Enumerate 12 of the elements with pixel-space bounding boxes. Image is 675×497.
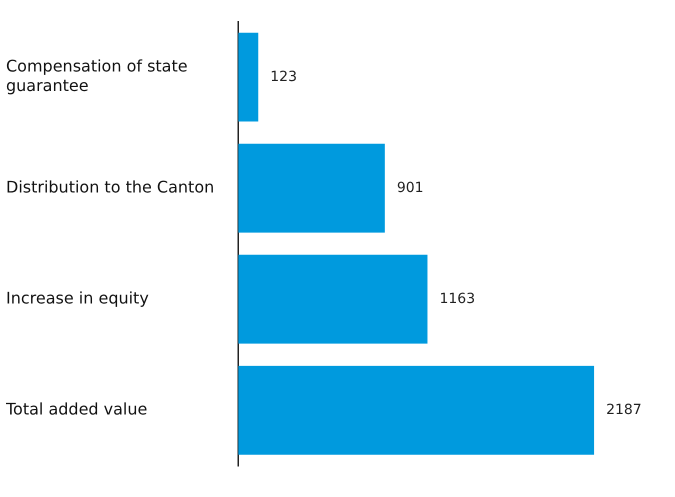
y-tick-label: Distribution to the Canton — [6, 177, 214, 196]
y-tick-label: Total added value — [5, 399, 148, 418]
data-label: 123 — [270, 68, 297, 85]
y-tick-label: Compensation of state guarantee — [6, 56, 188, 95]
y-tick-label: Increase in equity — [6, 288, 149, 308]
data-label: 2187 — [606, 402, 642, 418]
data-label: 901 — [396, 180, 424, 196]
bar — [238, 144, 385, 233]
bar — [238, 32, 258, 122]
bar — [238, 254, 428, 344]
data-label: 1163 — [439, 290, 476, 307]
bar — [238, 366, 594, 455]
